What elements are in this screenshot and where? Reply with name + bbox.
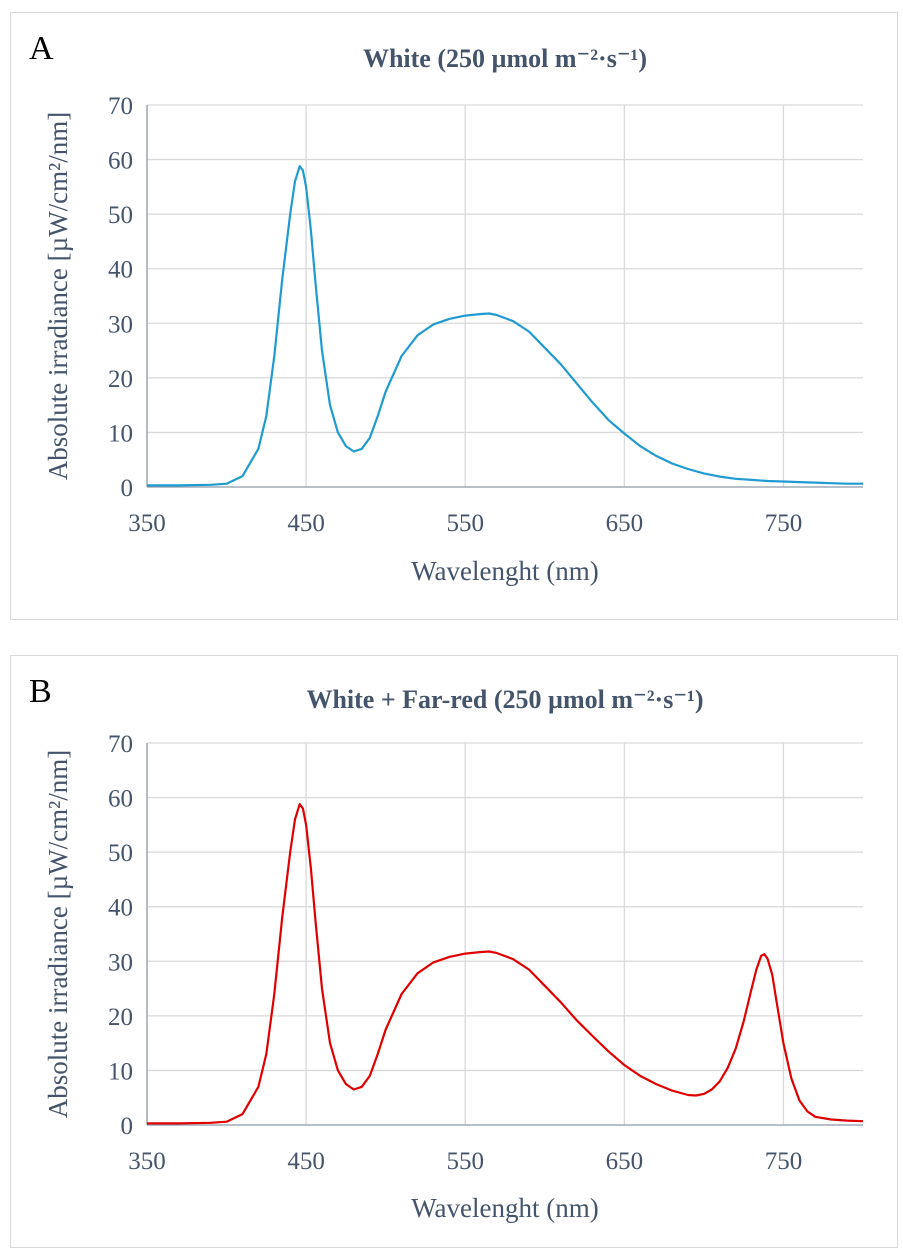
x-tick-label-450: 450 [287,510,325,537]
panel-label-a: A [29,30,54,67]
y-tick-label-40: 40 [108,257,133,284]
x-tick-label-750: 750 [765,510,803,537]
y-tick-label-40: 40 [108,895,133,922]
series-line-b-0 [147,803,864,1125]
chart-b-svg: B White + Far-red (250 µmol m⁻²·s⁻¹) 0 10 20… [29,673,864,1223]
x-tick-label-650: 650 [606,510,644,537]
y-tick-label-60: 60 [108,786,133,813]
chart-a-svg: A White (250 µmol m⁻²·s⁻¹) 0 10 20 30 40 50 60 70… [29,30,863,586]
y-tick-label-50: 50 [108,840,133,867]
y-tick-label-70: 70 [108,93,133,120]
x-axis-label: Wavelenght (nm) [411,556,599,586]
y-tick-label-20: 20 [108,1004,133,1031]
x-tick-label-350: 350 [128,510,166,537]
series-line-a-0 [147,165,863,487]
x-axis-label: Wavelenght (nm) [411,1193,599,1223]
y-tick-label-30: 30 [108,949,133,976]
y-tick-label-0: 0 [121,1113,134,1140]
y-tick-label-10: 10 [108,1058,133,1085]
y-axis-label: Absolute irradiance [µW/cm²/nm] [43,750,73,1119]
x-tick-label-550: 550 [446,1148,484,1175]
x-tick-label-750: 750 [765,1148,803,1175]
y-tick-label-30: 30 [108,311,133,338]
y-axis-label: Absolute irradiance [µW/cm²/nm] [43,112,73,481]
y-tick-label-20: 20 [108,366,133,393]
x-tick-label-350: 350 [128,1148,166,1175]
x-tick-label-550: 550 [446,510,484,537]
y-tick-label-10: 10 [108,420,133,447]
x-tick-label-650: 650 [606,1148,644,1175]
chart-panel-a: A White (250 µmol m⁻²·s⁻¹) 0 10 20 30 40 50 60 70… [10,12,898,620]
chart-panel-b: B White + Far-red (250 µmol m⁻²·s⁻¹) 0 10 20… [10,655,898,1248]
y-tick-label-70: 70 [108,731,133,758]
chart-title-b: White + Far-red (250 µmol m⁻²·s⁻¹) [306,685,703,714]
y-tick-label-60: 60 [108,148,133,175]
x-tick-label-450: 450 [287,1148,325,1175]
panel-label-b: B [29,673,52,710]
chart-title-a: White (250 µmol m⁻²·s⁻¹) [363,44,647,73]
y-tick-label-0: 0 [121,475,134,502]
y-tick-label-50: 50 [108,202,133,229]
